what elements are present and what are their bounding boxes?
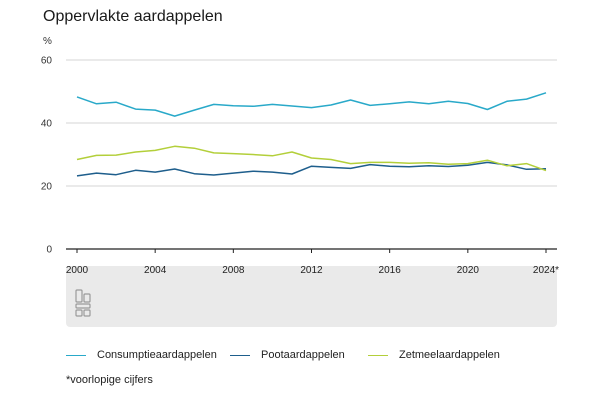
y-tick-label-3: 60 — [41, 56, 53, 67]
footnote: *voorlopige cijfers — [66, 374, 153, 386]
y-tick-label-2: 40 — [41, 119, 53, 130]
x-tick-label-4: 2016 — [379, 265, 402, 276]
series-line-pootaardappelen — [76, 161, 547, 177]
x-tick-label-5: 2020 — [457, 265, 480, 276]
x-tick-label-1: 2004 — [144, 265, 167, 276]
cbs-logo-icon — [75, 289, 91, 317]
legend-swatch — [230, 354, 250, 356]
series-line-zetmeelaardappelen — [76, 145, 547, 172]
series-lines — [76, 92, 547, 177]
grid-layer — [66, 59, 557, 250]
y-tick-labels: 0 20 40 60 — [41, 56, 53, 256]
x-tick-label-3: 2012 — [300, 265, 323, 276]
logo-block-0 — [75, 289, 83, 303]
source-logo-panel — [66, 266, 557, 327]
x-tick-label-2: 2008 — [222, 265, 245, 276]
legend-label: Consumptieaardappelen — [97, 349, 217, 361]
legend-label: Pootaardappelen — [261, 349, 345, 361]
x-tick-labels: 2000 2004 2008 2012 2016 2020 2024* — [66, 249, 559, 276]
x-tick-label-6: 2024* — [533, 265, 559, 276]
legend-item-consumptieaardappelen: Consumptieaardappelen — [66, 349, 217, 361]
chart-title: Oppervlakte aardappelen — [43, 8, 223, 25]
logo-block-2 — [75, 303, 91, 309]
x-tick-label-0: 2000 — [66, 265, 89, 276]
logo-block-3 — [75, 309, 83, 317]
logo-block-1 — [83, 293, 91, 303]
chart-legend: Consumptieaardappelen Pootaardappelen Zetm… — [66, 349, 586, 365]
legend-swatch — [66, 354, 86, 356]
y-tick-label-0: 0 — [46, 245, 52, 256]
legend-swatch — [368, 354, 388, 356]
y-tick-label-1: 20 — [41, 182, 53, 193]
y-axis-unit-label: % — [43, 36, 52, 47]
logo-block-4 — [83, 309, 91, 317]
legend-item-pootaardappelen: Pootaardappelen — [230, 349, 345, 361]
series-line-consumptieaardappelen — [76, 92, 547, 117]
legend-item-zetmeelaardappelen: Zetmeelaardappelen — [368, 349, 500, 361]
legend-label: Zetmeelaardappelen — [399, 349, 500, 361]
